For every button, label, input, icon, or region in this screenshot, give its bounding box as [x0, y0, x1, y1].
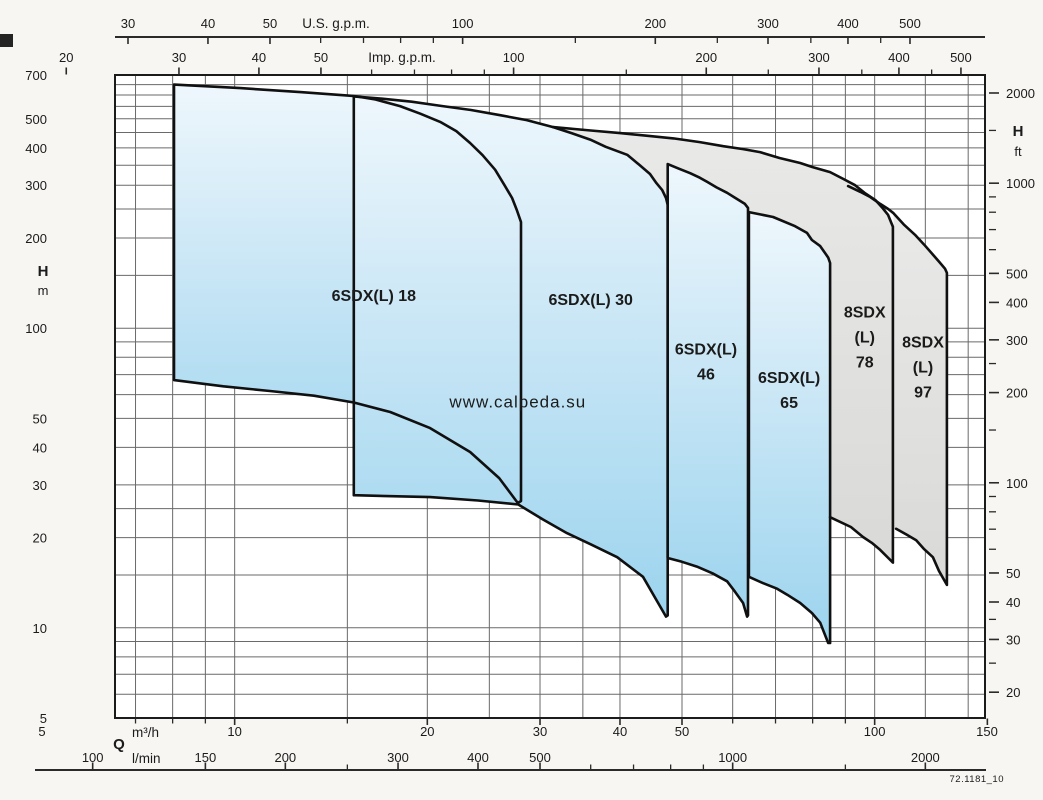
imp-gpm-tick-label: 200 — [695, 50, 717, 65]
envelope-outline-6sdxl-30 — [352, 95, 670, 618]
h-m-tick-label: 50 — [33, 411, 47, 426]
lmin-tick-label: 1000 — [718, 750, 747, 765]
m3h-tick-label: 50 — [675, 724, 689, 739]
h-ft-tick-label: 100 — [1006, 476, 1028, 491]
plot-border — [114, 74, 986, 719]
us-gpm-tick-label: 200 — [644, 16, 666, 31]
h-ft-axis-title: H — [1013, 123, 1024, 140]
imp-gpm-axis-title: Imp. g.p.m. — [368, 50, 436, 65]
h-m-tick-label: 5 — [40, 711, 47, 726]
us-gpm-tick-label: 300 — [757, 16, 779, 31]
h-ft-tick-label: 20 — [1006, 685, 1020, 700]
h-m-tick-label: 400 — [25, 141, 47, 156]
h-m-tick-label: 500 — [25, 112, 47, 127]
m3h-tick-label: 30 — [533, 724, 547, 739]
h-ft-tick-label: 500 — [1006, 266, 1028, 281]
h-ft-tick-label: 40 — [1006, 595, 1020, 610]
imp-gpm-tick-label: 20 — [59, 50, 73, 65]
envelope-outline-6sdxl-65 — [747, 210, 832, 645]
envelope-fill-6sdxl-30 — [353, 96, 668, 617]
envelope-fill-8sdxl-78 — [553, 127, 893, 563]
envelope-fills — [174, 84, 947, 643]
h-ft-tick-label: 300 — [1006, 333, 1028, 348]
imp-gpm-tick-label: 30 — [172, 50, 186, 65]
m3h-tick-label: 20 — [420, 724, 434, 739]
h-m-tick-label: 700 — [25, 68, 47, 83]
lmin-tick-label: 150 — [195, 750, 217, 765]
m3h-tick-label: 150 — [976, 724, 998, 739]
h-m-tick-label: 20 — [33, 531, 47, 546]
h-m-unit-label: m — [38, 283, 49, 298]
imp-gpm-tick-label: 100 — [503, 50, 525, 65]
axes: 30 40 50 100 200 300 400 500 U.S. g.p.m. 20 30 40 50… — [25, 16, 1035, 771]
m3h-tick-label: 100 — [864, 724, 886, 739]
pump-labels: 6SDX(L) 18 6SDX(L) 30 6SDX(L) 46 6SDX(L) 65 8S… — [332, 288, 945, 412]
h-ft-tick-label: 30 — [1006, 632, 1020, 647]
h-ft-tick-label: 400 — [1006, 295, 1028, 310]
lmin-tick-label: 2000 — [911, 750, 940, 765]
h-m-axis-title: H — [38, 263, 49, 280]
lmin-tick-label: 500 — [529, 750, 551, 765]
drawing-reference-number: 72.1181_10 — [950, 774, 1005, 785]
envelope-fill-6sdxl-46 — [667, 164, 748, 617]
h-m-tick-label: 40 — [33, 440, 47, 455]
q-axis-title: Q — [113, 736, 125, 753]
envelope-fill-6sdxl-65 — [748, 212, 831, 643]
lmin-tick-label: 200 — [274, 750, 296, 765]
us-gpm-axis-title: U.S. g.p.m. — [302, 16, 370, 31]
h-m-tick-label: 200 — [25, 231, 47, 246]
h-m-tick-label: 100 — [25, 321, 47, 336]
h-ft-tick-label: 200 — [1006, 386, 1028, 401]
h-ft-tick-label: 1000 — [1006, 176, 1035, 191]
h-ft-tick-label: 50 — [1006, 566, 1020, 581]
us-gpm-tick-label: 30 — [121, 16, 135, 31]
imp-gpm-tick-label: 300 — [808, 50, 830, 65]
us-gpm-tick-label: 500 — [899, 16, 921, 31]
scan-artifact — [0, 34, 13, 47]
imp-gpm-tick-label: 400 — [888, 50, 910, 65]
m3h-tick-label: 5 — [38, 724, 45, 739]
h-m-tick-label: 300 — [25, 178, 47, 193]
pump-label-8sdxl-97: 8SDX (L) 97 — [902, 334, 944, 401]
m3h-unit-label: m³/h — [132, 725, 159, 740]
envelope-outline-8sdxl-78 — [551, 125, 895, 564]
envelope-fill-8sdxl-97 — [893, 213, 947, 585]
m3h-tick-label: 10 — [227, 724, 241, 739]
envelope-outline-6sdxl-18 — [172, 83, 523, 505]
h-m-tick-label: 30 — [33, 478, 47, 493]
h-ft-tick-label: 2000 — [1006, 86, 1035, 101]
h-m-tick-label: 10 — [33, 621, 47, 636]
pump-label-6sdxl-46: 6SDX(L) 46 — [675, 342, 737, 384]
lmin-unit-label: l/min — [132, 751, 161, 766]
us-gpm-tick-label: 50 — [263, 16, 277, 31]
lmin-tick-label: 100 — [82, 750, 104, 765]
us-gpm-tick-label: 100 — [452, 16, 474, 31]
pump-label-6sdxl-65: 6SDX(L) 65 — [758, 370, 820, 412]
watermark: www.calpeda.su — [448, 392, 586, 411]
envelope-outlines — [172, 83, 949, 645]
pump-label-6sdxl-30: 6SDX(L) 30 — [548, 292, 633, 309]
imp-gpm-tick-label: 500 — [950, 50, 972, 65]
m3h-tick-label: 40 — [613, 724, 627, 739]
h-ft-unit-label: ft — [1014, 144, 1022, 159]
pump-label-8sdxl-78: 8SDX (L) 78 — [844, 305, 886, 372]
imp-gpm-tick-label: 50 — [314, 50, 328, 65]
lmin-tick-label: 400 — [467, 750, 489, 765]
us-gpm-tick-label: 40 — [201, 16, 215, 31]
imp-gpm-tick-label: 40 — [252, 50, 266, 65]
pump-label-6sdxl-18: 6SDX(L) 18 — [332, 288, 417, 305]
lmin-tick-label: 300 — [387, 750, 409, 765]
us-gpm-tick-label: 400 — [837, 16, 859, 31]
envelope-outline-8sdxl-97 — [846, 184, 949, 587]
